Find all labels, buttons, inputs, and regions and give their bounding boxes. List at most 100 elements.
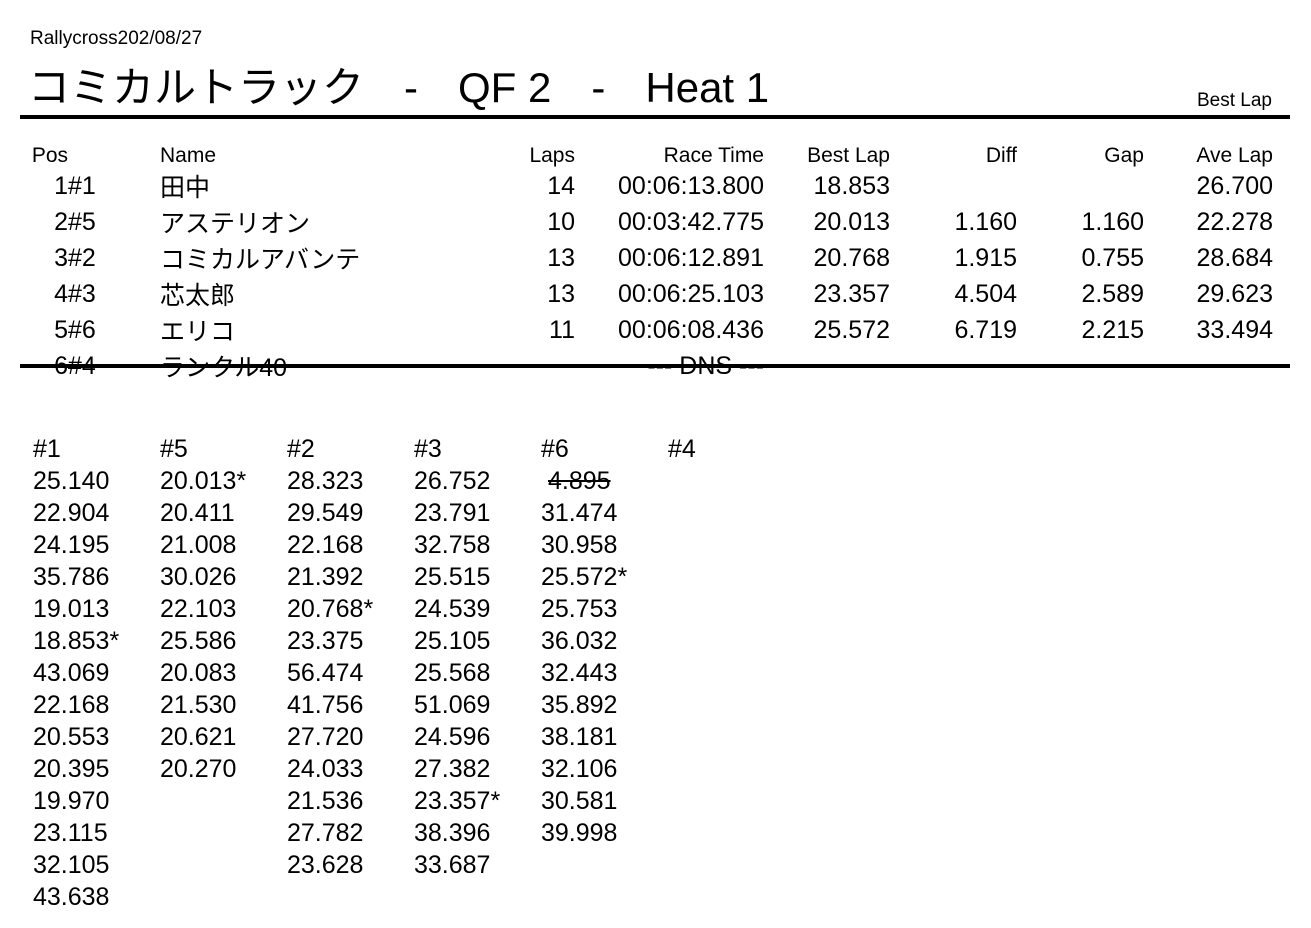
lap-time: 32.758 (414, 531, 491, 559)
col-header-car (68, 142, 160, 168)
laps-cell: 13 (547, 279, 575, 308)
lap-time: 23.375 (287, 627, 364, 655)
lap-time: 19.013 (33, 595, 110, 623)
race-time-cell: 00:06:13.800 (618, 171, 764, 200)
car-number-cell: #1 (68, 171, 96, 200)
lap-time: 30.958 (541, 531, 618, 559)
lap-time-best: 18.853* (33, 627, 120, 655)
col-header-name: Name (160, 144, 217, 167)
lap-time: 24.596 (414, 723, 491, 751)
lap-time: 24.539 (414, 595, 491, 623)
lap-time-best: 20.013* (160, 467, 247, 495)
ave-lap-cell: 26.700 (1196, 171, 1273, 200)
lap-time: 51.069 (414, 691, 491, 719)
race-time-cell: 00:06:25.103 (618, 279, 764, 308)
event-date: Rallycross202/08/27 (30, 28, 203, 49)
col-header-best-lap: Best Lap (807, 144, 890, 167)
pos-cell: 3 (54, 243, 68, 272)
driver-name-cell: コミカルアバンテ (160, 246, 361, 274)
lap-time: 30.581 (541, 787, 618, 815)
lap-time: 23.115 (33, 819, 108, 847)
lap-time: 39.998 (541, 819, 618, 847)
pos-cell: 1 (54, 171, 68, 200)
result-row: 4 #3 芯太郎 13 00:06:25.103 23.357 4.504 2.… (20, 276, 1273, 312)
lap-time-best: 23.357* (414, 787, 501, 815)
best-lap-cell: 25.572 (813, 315, 890, 344)
lap-column-header: #6 (541, 435, 569, 463)
lap-time: 25.140 (33, 467, 110, 495)
lap-column-car2: #2 28.323 29.549 22.168 21.392 20.768* 2… (287, 433, 414, 913)
laps-cell: 14 (547, 171, 575, 200)
driver-name-cell: 芯太郎 (160, 282, 236, 310)
results-header-row: Pos Name Laps Race Time Best Lap Diff Ga… (20, 142, 1273, 168)
lap-time: 22.168 (287, 531, 364, 559)
lap-chart: #1 25.140 22.904 24.195 35.786 19.013 18… (33, 433, 795, 913)
lap-time: 21.536 (287, 787, 364, 815)
driver-name-cell: アステリオン (160, 210, 311, 238)
lap-time: 43.069 (33, 659, 110, 687)
lap-column-car3: #3 26.752 23.791 32.758 25.515 24.539 25… (414, 433, 541, 913)
title-session: QF 2 (458, 64, 552, 111)
driver-name-cell: ランクル40 (160, 354, 288, 382)
lap-time: 20.270 (160, 755, 237, 783)
lap-time-best: 25.572* (541, 563, 628, 591)
gap-cell: 1.160 (1081, 207, 1144, 236)
lap-time: 35.892 (541, 691, 618, 719)
lap-time: 23.791 (414, 499, 491, 527)
gap-cell (1017, 168, 1144, 204)
lap-time: 27.382 (414, 755, 491, 783)
col-header-race-time: Race Time (663, 144, 764, 167)
lap-column-car1: #1 25.140 22.904 24.195 35.786 19.013 18… (33, 433, 160, 913)
car-number-cell: #2 (68, 243, 96, 272)
lap-time: 23.628 (287, 851, 364, 879)
lap-time: 35.786 (33, 563, 110, 591)
lap-time: 27.782 (287, 819, 364, 847)
lap-column-header: #4 (668, 435, 696, 463)
diff-cell: 1.915 (954, 243, 1017, 272)
gap-cell: 2.215 (1081, 315, 1144, 344)
ave-lap-cell: 28.684 (1196, 243, 1273, 272)
col-header-laps: Laps (529, 144, 575, 167)
diff-cell: 1.160 (954, 207, 1017, 236)
lap-time: 29.549 (287, 499, 364, 527)
gap-cell: 0.755 (1081, 243, 1144, 272)
result-row: 2 #5 アステリオン 10 00:03:42.775 20.013 1.160… (20, 204, 1273, 240)
lap-time: 30.026 (160, 563, 237, 591)
title-heat: Heat 1 (645, 64, 770, 111)
lap-time: 56.474 (287, 659, 364, 687)
lap-column-header: #3 (414, 435, 442, 463)
laps-cell: 11 (549, 315, 575, 344)
diff-cell (890, 168, 1017, 204)
laps-cell: 13 (547, 243, 575, 272)
col-header-pos: Pos (31, 144, 68, 167)
pos-cell: 2 (54, 207, 68, 236)
lap-time: 22.168 (33, 691, 110, 719)
lap-time: 25.586 (160, 627, 237, 655)
title-separator: - (404, 64, 419, 111)
lap-column-car4: #4 (668, 433, 795, 913)
col-header-diff: Diff (985, 144, 1017, 167)
best-lap-cell: 18.853 (813, 171, 890, 200)
gap-cell: 2.589 (1081, 279, 1144, 308)
lap-time: 28.323 (287, 467, 364, 495)
race-time-cell: 00:06:12.891 (618, 243, 764, 272)
lap-time: 25.105 (414, 627, 491, 655)
lap-time: 25.568 (414, 659, 491, 687)
lap-time: 32.106 (541, 755, 618, 783)
title-separator: - (591, 64, 606, 111)
pos-cell: 5 (54, 315, 68, 344)
laps-cell: 10 (547, 207, 575, 236)
result-row: 3 #2 コミカルアバンテ 13 00:06:12.891 20.768 1.9… (20, 240, 1273, 276)
title-divider (20, 115, 1290, 119)
lap-time-best: 20.768* (287, 595, 374, 623)
result-row: 5 #6 エリコ 11 00:06:08.436 25.572 6.719 2.… (20, 312, 1273, 348)
lap-time: 33.687 (414, 851, 491, 879)
col-header-ave-lap: Ave Lap (1196, 144, 1273, 167)
ave-lap-cell: 22.278 (1196, 207, 1273, 236)
lap-column-header: #2 (287, 435, 315, 463)
lap-time: 25.753 (541, 595, 618, 623)
lap-time: 36.032 (541, 627, 618, 655)
lap-time: 21.392 (287, 563, 364, 591)
best-lap-cell: 20.013 (813, 207, 890, 236)
